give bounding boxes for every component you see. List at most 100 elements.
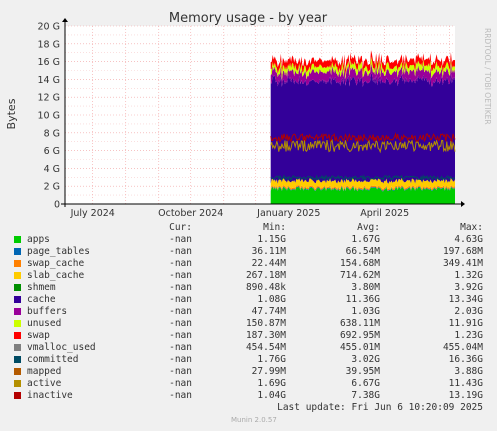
area-page-tables [270, 186, 455, 192]
legend-min-value: 890.48k [245, 282, 286, 293]
area-slab-cache [270, 177, 455, 190]
munin-version: Munin 2.0.57 [231, 416, 277, 424]
legend-max-value: 2.03G [454, 306, 483, 317]
y-tick-label: 0 [54, 200, 60, 211]
legend-cur-value: -nan [169, 342, 192, 353]
legend-row-cache: cache -nan 1.08G 11.36G 13.34G [0, 294, 497, 306]
legend-header: Cur: Min: Avg: Max: [0, 222, 497, 234]
legend-series-name: active [27, 378, 62, 389]
legend-series-name: slab_cache [27, 270, 85, 281]
legend-min-value: 1.76G [257, 354, 286, 365]
legend-min-value: 267.18M [245, 270, 286, 281]
x-tick-label: April 2025 [360, 208, 409, 219]
legend-row-apps: apps -nan 1.15G 1.67G 4.63G [0, 234, 497, 246]
col-cur-header: Cur: [169, 222, 192, 233]
legend-avg-value: 638.11M [339, 318, 380, 329]
legend-avg-value: 11.36G [345, 294, 380, 305]
legend-swatch [14, 248, 21, 255]
legend-row-vmalloc-used: vmalloc_used -nan 454.54M 455.01M 455.04M [0, 342, 497, 354]
legend-row-committed: committed -nan 1.76G 3.02G 16.36G [0, 354, 497, 366]
legend-min-value: 454.54M [245, 342, 286, 353]
legend-cur-value: -nan [169, 366, 192, 377]
legend-avg-value: 66.54M [345, 246, 380, 257]
area-buffers [270, 62, 455, 87]
legend-avg-value: 3.80M [351, 282, 380, 293]
line-active [270, 138, 456, 154]
legend-min-value: 27.99M [251, 366, 286, 377]
legend-cur-value: -nan [169, 246, 192, 257]
legend-row-buffers: buffers -nan 47.74M 1.03G 2.03G [0, 306, 497, 318]
area-swap [270, 50, 455, 77]
legend-cur-value: -nan [169, 390, 192, 401]
legend-min-value: 1.08G [257, 294, 286, 305]
legend-row-slab-cache: slab_cache -nan 267.18M 714.62M 1.32G [0, 270, 497, 282]
legend-series-name: apps [27, 234, 50, 245]
legend-swatch [14, 392, 21, 399]
legend-avg-value: 1.03G [351, 306, 380, 317]
legend-swatch [14, 308, 21, 315]
legend-swatch [14, 368, 21, 375]
y-tick-label: 20 G [38, 22, 60, 33]
series-areas [270, 50, 455, 204]
y-tick-label: 2 G [44, 182, 60, 193]
y-tick-label: 4 G [44, 164, 60, 175]
legend-series-name: vmalloc_used [27, 342, 96, 353]
legend-cur-value: -nan [169, 234, 192, 245]
y-tick-label: 18 G [38, 39, 60, 50]
legend-row-inactive: inactive -nan 1.04G 7.38G 13.19G [0, 390, 497, 402]
legend-min-value: 22.44M [251, 258, 286, 269]
y-tick-label: 14 G [38, 75, 60, 86]
y-tick-label: 16 G [38, 57, 60, 68]
x-tick-label: July 2024 [70, 208, 115, 219]
area-cache [270, 72, 455, 184]
legend-series-name: buffers [27, 306, 68, 317]
x-axis-arrow [461, 201, 465, 207]
legend-cur-value: -nan [169, 258, 192, 269]
legend-series-name: page_tables [27, 246, 90, 257]
legend-max-value: 3.92G [454, 282, 483, 293]
area-apps [270, 187, 455, 204]
area-swap-cache [270, 185, 455, 191]
legend-row-swap: swap -nan 187.30M 692.95M 1.23G [0, 330, 497, 342]
legend-cur-value: -nan [169, 330, 192, 341]
legend-swatch [14, 284, 21, 291]
legend-swatch [14, 344, 21, 351]
legend-min-value: 36.11M [251, 246, 286, 257]
legend-avg-value: 1.67G [351, 234, 380, 245]
legend-row-swap-cache: swap_cache -nan 22.44M 154.68M 349.41M [0, 258, 497, 270]
legend-min-value: 150.87M [245, 318, 286, 329]
legend-cur-value: -nan [169, 306, 192, 317]
memory-chart: Memory usage - by year RRDTOOL / TOBI OE… [5, 11, 492, 219]
legend-row-active: active -nan 1.69G 6.67G 11.43G [0, 378, 497, 390]
legend-max-value: 3.88G [454, 366, 483, 377]
area-unused [270, 56, 455, 80]
x-tick-labels: July 2024 October 2024 January 2025 April 2… [70, 208, 410, 219]
legend-max-value: 455.04M [442, 342, 483, 353]
y-tick-label: 12 G [38, 93, 60, 104]
legend-max-value: 13.19G [448, 390, 483, 401]
legend-swatch [14, 296, 21, 303]
legend-max-value: 1.32G [454, 270, 483, 281]
legend-cur-value: -nan [169, 270, 192, 281]
legend-cur-value: -nan [169, 354, 192, 365]
side-label: RRDTOOL / TOBI OETIKER [483, 28, 492, 125]
y-tick-label: 10 G [38, 111, 60, 122]
y-tick-label: 8 G [44, 128, 60, 139]
legend-max-value: 4.63G [454, 234, 483, 245]
legend-series-name: inactive [27, 390, 73, 401]
series-lines [270, 132, 456, 182]
y-axis-arrow [62, 18, 68, 22]
legend-row-page-tables: page_tables -nan 36.11M 66.54M 197.68M [0, 246, 497, 258]
legend-cur-value: -nan [169, 318, 192, 329]
legend-min-value: 1.15G [257, 234, 286, 245]
legend-max-value: 349.41M [442, 258, 483, 269]
legend-min-value: 1.04G [257, 390, 286, 401]
legend-swatch [14, 236, 21, 243]
legend-row-mapped: mapped -nan 27.99M 39.95M 3.88G [0, 366, 497, 378]
legend-row-shmem: shmem -nan 890.48k 3.80M 3.92G [0, 282, 497, 294]
legend-avg-value: 154.68M [339, 258, 380, 269]
legend-avg-value: 7.38G [351, 390, 380, 401]
y-tick-labels: 0 2 G 4 G 6 G 8 G 10 G 12 G 14 G 16 G 18 G 20 G [38, 22, 60, 211]
legend-series-name: cache [27, 294, 56, 305]
col-max-header: Max: [460, 222, 483, 233]
